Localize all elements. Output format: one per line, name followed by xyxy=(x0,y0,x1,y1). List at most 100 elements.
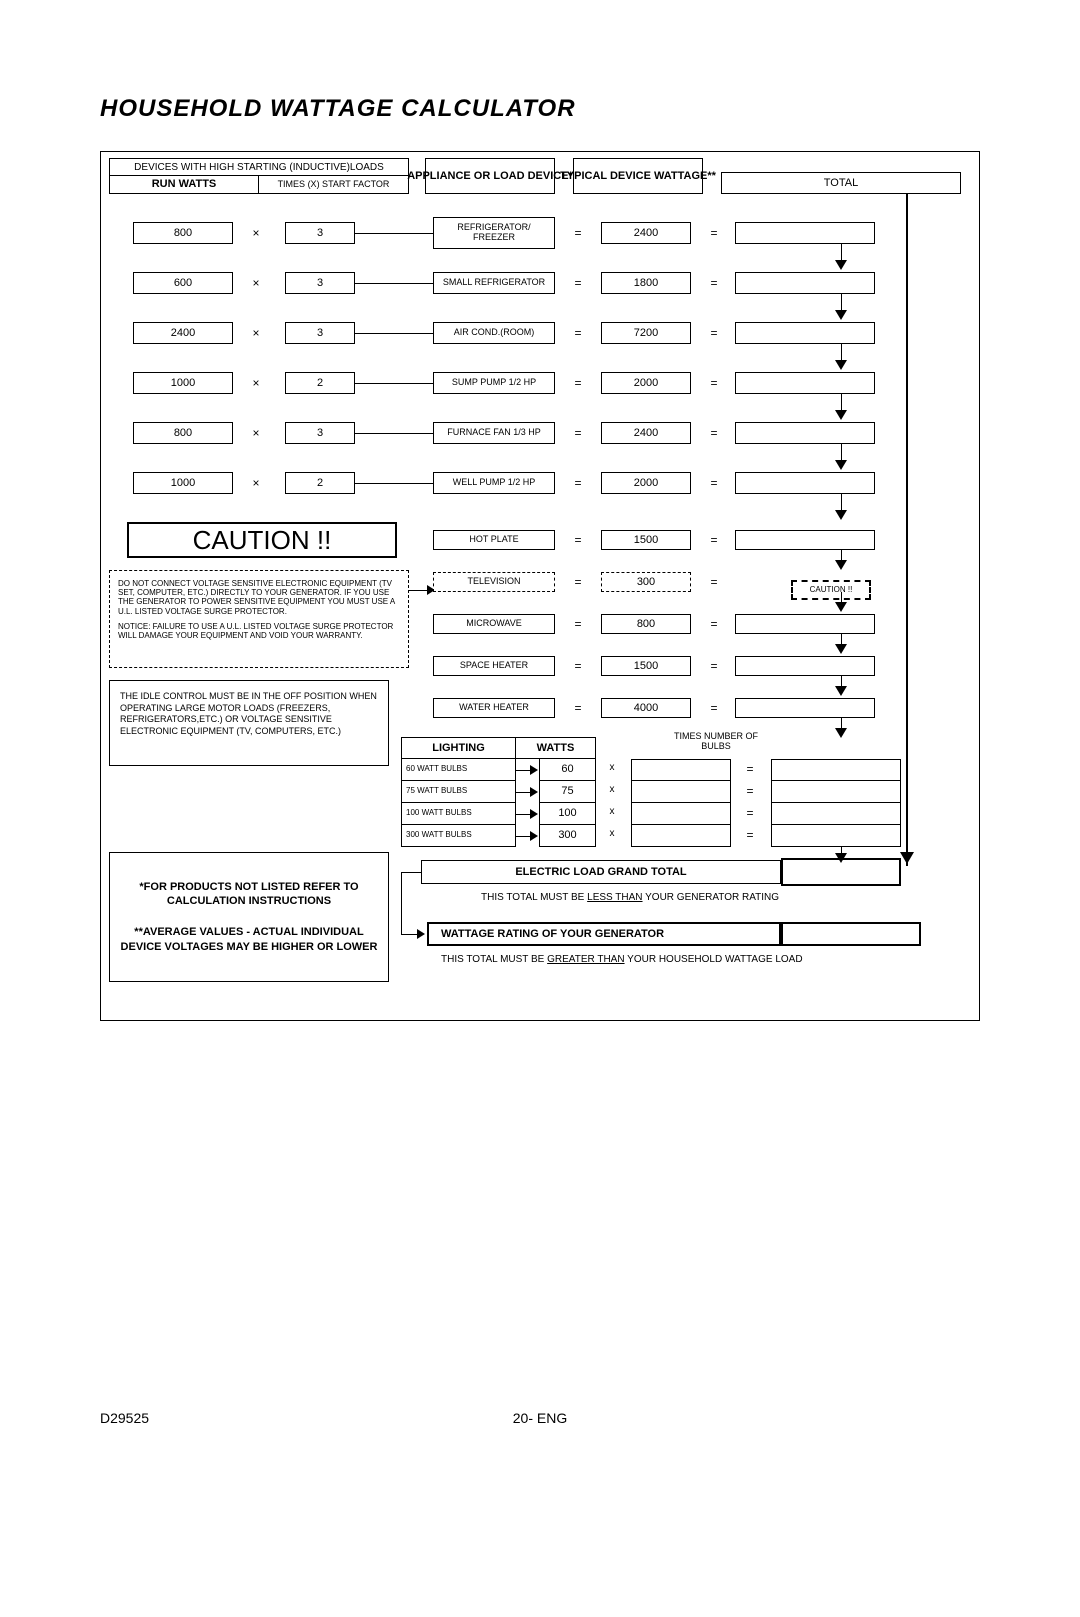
lighting-label: 60 WATT BULBS xyxy=(401,759,516,781)
run-watts-value: 2400 xyxy=(133,322,233,344)
eq-symbol2: = xyxy=(707,476,721,490)
connector xyxy=(355,333,433,334)
lighting-times: x xyxy=(605,806,619,817)
device-wattage-value: 1500 xyxy=(601,530,691,550)
header-run-watts: RUN WATTS xyxy=(109,176,259,194)
lighting-label: 75 WATT BULBS xyxy=(401,781,516,803)
lighting-times-header: TIMES NUMBER OF BULBS xyxy=(661,732,771,752)
start-factor-value: 3 xyxy=(285,422,355,444)
total-input xyxy=(735,222,875,244)
device-label: TELEVISION xyxy=(433,572,555,592)
lighting-watts: 100 xyxy=(539,803,596,825)
down-arrow xyxy=(835,410,847,420)
times-symbol: × xyxy=(249,476,263,490)
accumulator-trunk xyxy=(906,194,908,866)
generator-rating-box[interactable] xyxy=(781,922,921,946)
total-input xyxy=(735,530,875,550)
lighting-watts-header: WATTS xyxy=(516,737,596,759)
start-factor-value: 3 xyxy=(285,322,355,344)
total-input xyxy=(735,656,875,676)
lighting-watts: 75 xyxy=(539,781,596,803)
idle-info-box: THE IDLE CONTROL MUST BE IN THE OFF POSI… xyxy=(109,680,389,766)
start-factor-value: 2 xyxy=(285,372,355,394)
lighting-total-input xyxy=(771,825,901,847)
device-label: MICROWAVE xyxy=(433,614,555,634)
device-label: WATER HEATER xyxy=(433,698,555,718)
device-wattage-value: 7200 xyxy=(601,322,691,344)
connector xyxy=(355,233,433,234)
lighting-times: x xyxy=(605,762,619,773)
connector xyxy=(355,433,433,434)
lighting-times: x xyxy=(605,828,619,839)
total-input xyxy=(735,698,875,718)
lighting-arrow xyxy=(530,831,538,841)
lighting-bulbs-input xyxy=(631,781,731,803)
eq-symbol2: = xyxy=(707,533,721,547)
page-title: HOUSEHOLD WATTAGE CALCULATOR xyxy=(100,95,980,123)
generator-rating-label: WATTAGE RATING OF YOUR GENERATOR xyxy=(427,922,781,946)
eq-symbol2: = xyxy=(707,575,721,589)
eq-symbol: = xyxy=(571,533,585,547)
device-label: HOT PLATE xyxy=(433,530,555,550)
eq-symbol: = xyxy=(571,326,585,340)
start-factor-value: 3 xyxy=(285,272,355,294)
eq-symbol: = xyxy=(571,701,585,715)
device-wattage-value: 300 xyxy=(601,572,691,592)
down-arrow xyxy=(835,310,847,320)
lighting-eq: = xyxy=(743,828,757,842)
down-arrow xyxy=(835,644,847,654)
lighting-bulbs-input xyxy=(631,803,731,825)
header-total: TOTAL xyxy=(721,172,961,194)
lighting-total-input xyxy=(771,759,901,781)
down-arrow xyxy=(835,728,847,738)
lighting-times: x xyxy=(605,784,619,795)
eq-symbol2: = xyxy=(707,226,721,240)
times-symbol: × xyxy=(249,226,263,240)
lighting-label: 300 WATT BULBS xyxy=(401,825,516,847)
run-watts-value: 600 xyxy=(133,272,233,294)
lighting-label: 100 WATT BULBS xyxy=(401,803,516,825)
lighting-total-input xyxy=(771,781,901,803)
down-arrow xyxy=(835,602,847,612)
run-watts-value: 800 xyxy=(133,222,233,244)
device-wattage-value: 2000 xyxy=(601,472,691,494)
lighting-eq: = xyxy=(743,784,757,798)
caution-para2: NOTICE: FAILURE TO USE A U.L. LISTED VOL… xyxy=(118,622,400,640)
total-input xyxy=(735,614,875,634)
footer-page-num: 20- ENG xyxy=(0,1410,1080,1426)
device-wattage-value: 1500 xyxy=(601,656,691,676)
eq-symbol2: = xyxy=(707,659,721,673)
header-appliance: APPLIANCE OR LOAD DEVICE* xyxy=(425,158,555,194)
lighting-bulbs-input xyxy=(631,825,731,847)
caution-heading: CAUTION !! xyxy=(127,522,397,558)
diagram-area: DEVICES WITH HIGH STARTING (INDUCTIVE)LO… xyxy=(100,151,980,1021)
device-label: SPACE HEATER xyxy=(433,656,555,676)
caution-para1: DO NOT CONNECT VOLTAGE SENSITIVE ELECTRO… xyxy=(118,579,400,616)
device-label: FURNACE FAN 1/3 HP xyxy=(433,422,555,444)
eq-symbol: = xyxy=(571,659,585,673)
caution-text-box: DO NOT CONNECT VOLTAGE SENSITIVE ELECTRO… xyxy=(109,570,409,668)
total-input xyxy=(735,272,875,294)
device-label: AIR COND.(ROOM) xyxy=(433,322,555,344)
lighting-watts: 300 xyxy=(539,825,596,847)
down-arrow xyxy=(835,460,847,470)
start-factor-value: 3 xyxy=(285,222,355,244)
total-input xyxy=(735,422,875,444)
device-label: SMALL REFRIGERATOR xyxy=(433,272,555,294)
down-arrow xyxy=(835,360,847,370)
device-wattage-value: 1800 xyxy=(601,272,691,294)
eq-symbol2: = xyxy=(707,701,721,715)
notes-average: **AVERAGE VALUES - ACTUAL INDIVIDUAL DEV… xyxy=(120,925,378,954)
run-watts-value: 1000 xyxy=(133,372,233,394)
grand-line2 xyxy=(401,872,402,934)
note1: THIS TOTAL MUST BE LESS THAN YOUR GENERA… xyxy=(481,892,779,903)
grand-arrow xyxy=(417,929,425,939)
device-wattage-value: 4000 xyxy=(601,698,691,718)
eq-symbol2: = xyxy=(707,376,721,390)
eq-symbol2: = xyxy=(707,617,721,631)
times-symbol: × xyxy=(249,276,263,290)
eq-symbol: = xyxy=(571,376,585,390)
device-wattage-value: 2400 xyxy=(601,422,691,444)
device-wattage-value: 2000 xyxy=(601,372,691,394)
total-input xyxy=(735,472,875,494)
